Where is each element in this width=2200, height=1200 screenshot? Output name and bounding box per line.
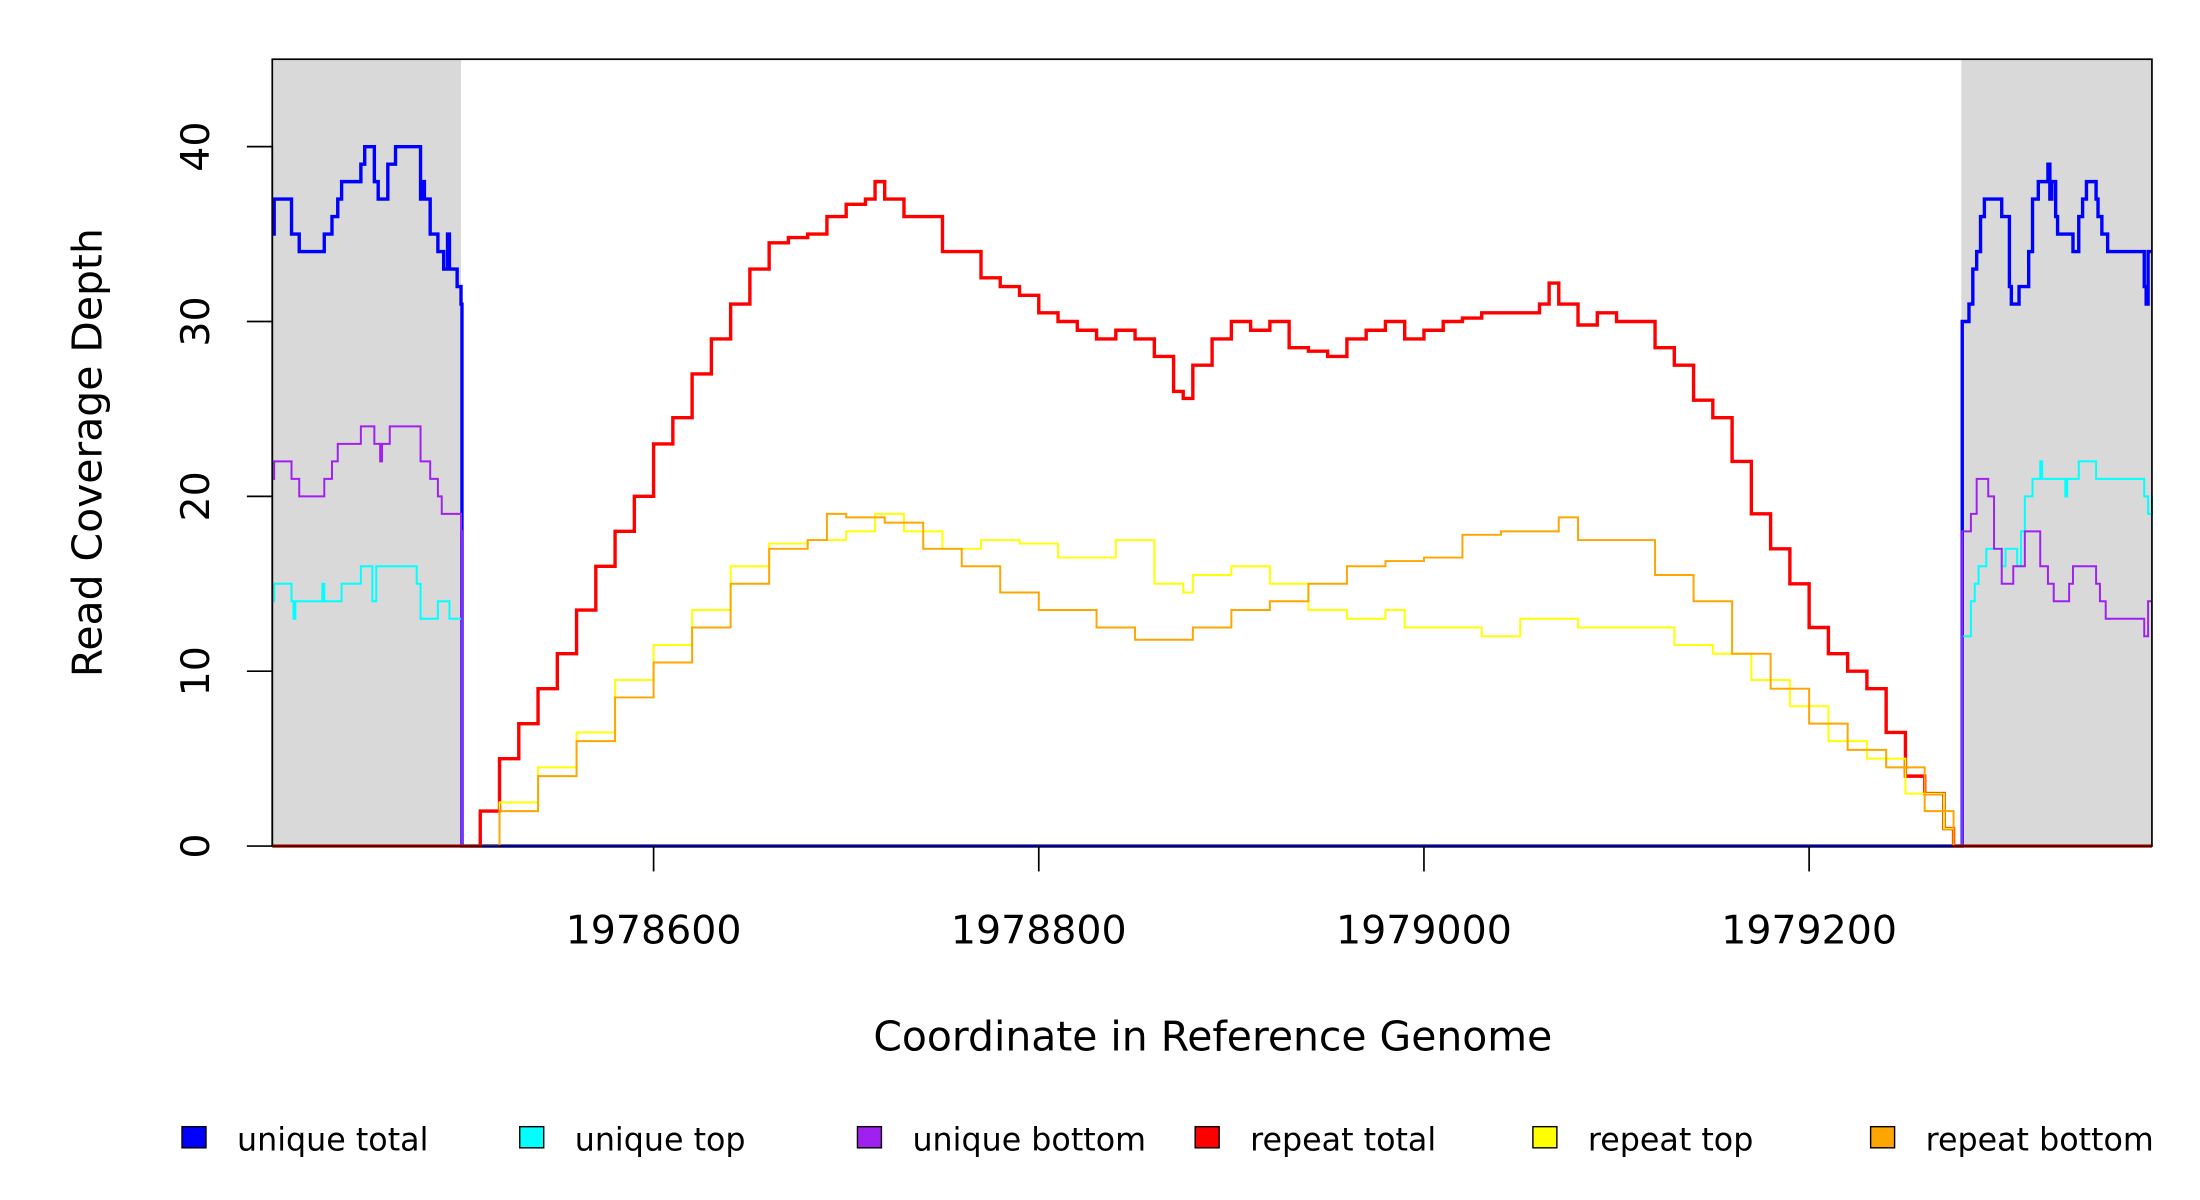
y-tick-label: 30 xyxy=(173,296,219,346)
legend: unique total unique top unique bottom repea… xyxy=(181,1123,2154,1159)
y-tick-label: 20 xyxy=(173,471,219,521)
y-tick-label: 0 xyxy=(173,834,219,859)
legend-item: repeat total xyxy=(1194,1123,1436,1159)
series-line-repeat-bottom xyxy=(272,512,2152,848)
x-tick-label: 1979200 xyxy=(1721,907,1897,953)
legend-swatch xyxy=(519,1125,545,1149)
legend-label: repeat top xyxy=(1588,1123,1753,1159)
x-axis: 1978600 1978800 1979000 1979200 xyxy=(566,846,1897,953)
legend-label: unique top xyxy=(575,1123,746,1159)
legend-item: unique bottom xyxy=(856,1123,1146,1159)
y-tick-label: 10 xyxy=(173,646,219,696)
legend-swatch xyxy=(1869,1125,1896,1149)
legend-swatch xyxy=(1194,1125,1220,1149)
x-tick-label: 1978600 xyxy=(566,907,742,953)
legend-swatch xyxy=(856,1125,883,1149)
legend-item: repeat bottom xyxy=(1869,1123,2154,1159)
y-axis: 0 10 20 30 40 xyxy=(173,122,274,859)
shaded-regions xyxy=(272,59,2152,847)
x-tick-label: 1978800 xyxy=(951,907,1127,953)
legend-label: unique bottom xyxy=(912,1123,1146,1159)
legend-item: unique top xyxy=(519,1123,746,1159)
series-line-unique-top xyxy=(272,460,2153,848)
legend-label: repeat bottom xyxy=(1926,1123,2154,1159)
shaded-region xyxy=(272,59,462,847)
x-tick-label: 1979000 xyxy=(1336,907,1512,953)
legend-item: unique total xyxy=(181,1123,428,1159)
legend-item: repeat top xyxy=(1532,1123,1753,1159)
shaded-region xyxy=(1961,59,2152,847)
x-axis-label: Coordinate in Reference Genome xyxy=(873,1013,1552,1061)
y-axis-label: Read Coverage Depth xyxy=(64,228,112,677)
y-tick-label: 40 xyxy=(173,122,219,172)
series-line-repeat-top xyxy=(461,512,1955,848)
series-line-unique-bottom xyxy=(272,425,2152,848)
legend-label: unique total xyxy=(237,1123,428,1159)
series-line-repeat-total xyxy=(272,179,2152,848)
series-lines xyxy=(272,144,2153,848)
legend-swatch xyxy=(181,1125,207,1149)
legend-swatch xyxy=(1532,1125,1558,1149)
plot-frame xyxy=(271,58,2153,847)
legend-label: repeat total xyxy=(1250,1123,1436,1159)
series-line-unique-total xyxy=(272,144,2152,848)
